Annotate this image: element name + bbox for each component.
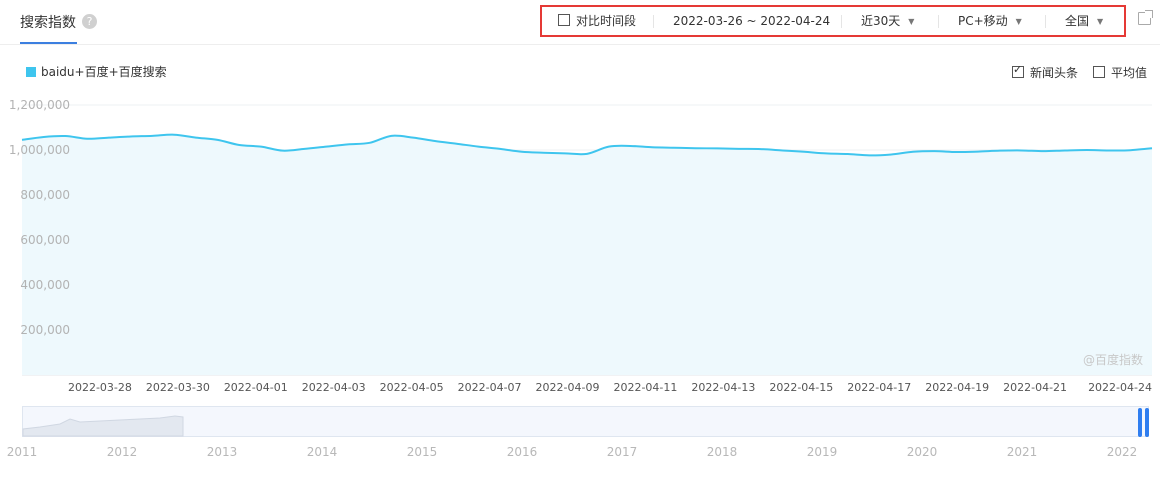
compare-period-toggle[interactable]: 对比时间段	[558, 7, 636, 35]
x-tick-label: 2022-03-28	[68, 381, 132, 394]
y-tick-label: 1,200,000	[9, 98, 70, 112]
device-select[interactable]: PC+移动 ▼	[958, 7, 1022, 35]
overview-year-label: 2018	[707, 445, 738, 459]
region-value: 全国	[1065, 14, 1090, 28]
caret-down-icon: ▼	[908, 17, 915, 26]
average-label: 平均值	[1111, 66, 1148, 80]
toolbar-divider	[1045, 15, 1046, 28]
toolbar-divider	[841, 15, 842, 28]
overview-year-label: 2019	[807, 445, 838, 459]
date-range-picker[interactable]: 2022-03-26 ~ 2022-04-24	[673, 7, 830, 35]
period-value: 近30天	[861, 14, 901, 28]
x-tick-label: 2022-04-17	[847, 381, 911, 394]
y-tick-label: 200,000	[20, 323, 70, 337]
y-tick-label: 400,000	[20, 278, 70, 292]
period-select[interactable]: 近30天 ▼	[861, 7, 914, 35]
x-tick-label: 2022-04-15	[769, 381, 833, 394]
overview-year-label: 2012	[107, 445, 138, 459]
legend-label: baidu+百度+百度搜索	[41, 65, 167, 79]
x-tick-label: 2022-03-30	[146, 381, 210, 394]
y-tick-label: 1,000,000	[9, 143, 70, 157]
x-tick-label: 2022-04-11	[613, 381, 677, 394]
overview-year-label: 2015	[407, 445, 438, 459]
toolbar-divider	[653, 15, 654, 28]
x-tick-label: 2022-04-19	[925, 381, 989, 394]
legend-swatch	[26, 67, 36, 77]
overview-chart: 2011 2012 2013 2014 2015 2016 2017 2018 2019 2020…	[7, 415, 1138, 459]
device-value: PC+移动	[958, 14, 1008, 28]
overview-year-label: 2022	[1107, 445, 1138, 459]
x-tick-label: 2022-04-24	[1088, 381, 1152, 394]
compare-checkbox[interactable]	[558, 14, 570, 26]
x-tick-label: 2022-04-21	[1003, 381, 1067, 394]
watermark: @百度指数	[1083, 353, 1144, 367]
filter-toolbar: 对比时间段 2022-03-26 ~ 2022-04-24 近30天 ▼ PC+移…	[540, 5, 1126, 37]
tab-search-index[interactable]: 搜索指数	[20, 12, 77, 44]
caret-down-icon: ▼	[1015, 17, 1022, 26]
x-tick-label: 2022-04-03	[302, 381, 366, 394]
header-divider	[0, 44, 1160, 45]
x-tick-label: 2022-04-07	[458, 381, 522, 394]
caret-down-icon: ▼	[1097, 17, 1104, 26]
compare-label: 对比时间段	[576, 14, 637, 28]
tab-search-index-label: 搜索指数	[20, 15, 76, 31]
toolbar-divider	[938, 15, 939, 28]
overview-year-label: 2020	[907, 445, 938, 459]
y-tick-label: 600,000	[20, 233, 70, 247]
date-range-value: 2022-03-26 ~ 2022-04-24	[673, 14, 831, 28]
overview-year-label: 2013	[207, 445, 238, 459]
overview-year-label: 2017	[607, 445, 638, 459]
external-link-icon[interactable]	[1138, 10, 1153, 25]
overview-year-label: 2011	[7, 445, 38, 459]
overview-year-label: 2021	[1007, 445, 1038, 459]
question-icon[interactable]: ?	[82, 14, 97, 29]
overview-year-label: 2016	[507, 445, 538, 459]
series-line	[21, 133, 1153, 157]
news-label: 新闻头条	[1030, 66, 1079, 80]
x-tick-label: 2022-04-09	[536, 381, 600, 394]
y-tick-label: 800,000	[20, 188, 70, 202]
active-tab-underline	[20, 42, 77, 44]
overview-year-label: 2014	[307, 445, 338, 459]
news-toggle[interactable]: 新闻头条	[1012, 63, 1079, 81]
search-index-chart: 200,000 400,000 600,000 800,000 1,000,000 1,2…	[9, 98, 1153, 394]
region-select[interactable]: 全国 ▼	[1065, 7, 1103, 35]
overview-sparkline	[22, 415, 184, 437]
x-tick-label: 2022-04-01	[224, 381, 288, 394]
average-toggle[interactable]: 平均值	[1093, 64, 1147, 81]
overview-timeline[interactable]	[22, 406, 1149, 437]
chart-legend[interactable]: baidu+百度+百度搜索	[26, 63, 167, 80]
series-area	[22, 134, 1152, 375]
x-tick-label: 2022-04-05	[380, 381, 444, 394]
timeline-handle-end[interactable]	[1145, 408, 1149, 437]
x-tick-label: 2022-04-13	[691, 381, 755, 394]
timeline-handle-start[interactable]	[1138, 408, 1142, 437]
average-checkbox[interactable]	[1093, 66, 1105, 78]
news-checkbox[interactable]	[1012, 63, 1024, 78]
